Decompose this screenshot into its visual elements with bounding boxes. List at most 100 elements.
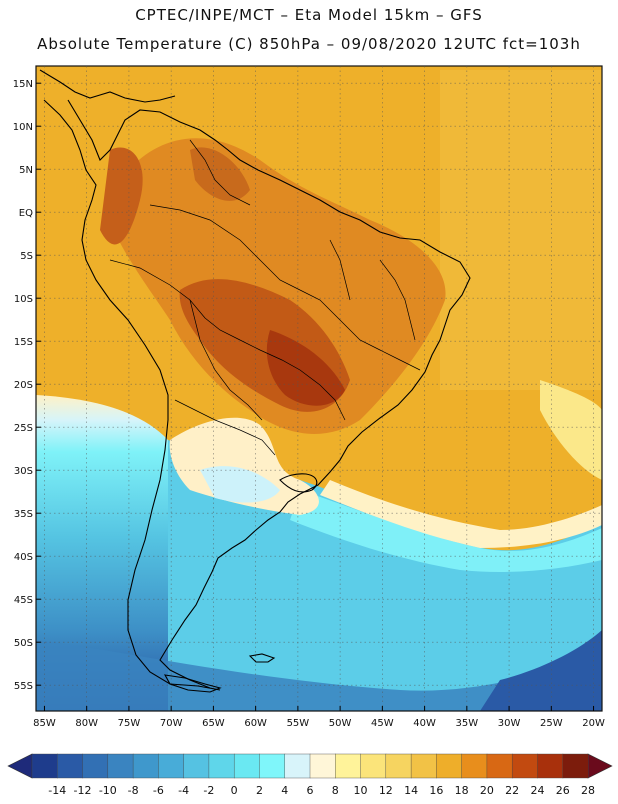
colorbar-label: 22 <box>505 784 519 797</box>
colorbar-swatch <box>436 753 463 779</box>
lat-label: 30S <box>14 466 33 477</box>
border-1 <box>149 204 301 291</box>
colorbar-label: 4 <box>281 784 288 797</box>
atlantic-pale-band <box>320 480 602 548</box>
colorbar-swatch <box>410 753 437 779</box>
colorbar-label: 18 <box>455 784 469 797</box>
lon-label: 50W <box>329 718 352 729</box>
colorbar-label: 8 <box>332 784 339 797</box>
colorbar-label: -8 <box>128 784 139 797</box>
colorbar-swatch <box>385 753 412 779</box>
colorbar-swatch <box>107 753 134 779</box>
colorbar-swatch <box>208 753 235 779</box>
colorbar-swatch <box>158 753 185 779</box>
colorbar <box>7 753 613 779</box>
lon-label: 60W <box>244 718 267 729</box>
border-6 <box>299 289 421 371</box>
border-8 <box>379 259 416 341</box>
country-borders <box>109 139 421 456</box>
lat-label: 15N <box>13 79 33 90</box>
lat-label: 20S <box>14 380 33 391</box>
colorbar-swatch <box>82 753 109 779</box>
lon-label: 75W <box>118 718 141 729</box>
argentina-light-blue <box>200 466 280 503</box>
coastlines <box>39 69 471 693</box>
lat-label: 5S <box>20 251 33 262</box>
colorbar-label: -2 <box>203 784 214 797</box>
border-9 <box>189 139 251 206</box>
colorbar-arrow-low <box>7 753 33 779</box>
lon-label: 25W <box>540 718 563 729</box>
colorbar-swatch <box>511 753 538 779</box>
colorbar-label: 12 <box>379 784 393 797</box>
southeast-deepest <box>480 630 602 711</box>
lon-label: 40W <box>413 718 436 729</box>
lon-label: 55W <box>287 718 310 729</box>
colorbar-swatch <box>284 753 311 779</box>
title-line-1: CPTEC/INPE/MCT – Eta Model 15km – GFS <box>135 6 483 24</box>
colorbar-swatch <box>562 753 589 779</box>
colorbar-label: 14 <box>404 784 418 797</box>
colorbar-swatch <box>461 753 488 779</box>
colorbar-label: -10 <box>99 784 117 797</box>
colorbar-label: -12 <box>74 784 92 797</box>
lon-label: 30W <box>498 718 521 729</box>
caribbean-coastline <box>39 69 176 103</box>
lat-label: 5N <box>19 165 33 176</box>
colorbar-label: 24 <box>530 784 544 797</box>
colorbar-swatch <box>537 753 564 779</box>
colorbar-swatch <box>309 753 336 779</box>
colorbar-swatch <box>31 753 58 779</box>
lat-label: 55S <box>14 681 33 692</box>
colorbar-swatch <box>486 753 513 779</box>
colorbar-label: 10 <box>354 784 368 797</box>
argentina-cool-tongue <box>169 417 319 515</box>
lat-label: EQ <box>19 208 33 219</box>
colorbar-swatch <box>335 753 362 779</box>
lat-label: 15S <box>14 337 33 348</box>
latitude-labels: 15N 10N 5N EQ 5S 10S 15S 20S 25S 30S 35S 40S 45S 50S 5… <box>13 79 41 692</box>
lat-label: 10N <box>13 122 33 133</box>
colorbar-label: -14 <box>48 784 66 797</box>
colorbar-label: 0 <box>231 784 238 797</box>
border-5 <box>174 399 276 456</box>
map-panel: 15N 10N 5N EQ 5S 10S 15S 20S 25S 30S 35S 40S 45S 50S 5… <box>0 60 618 800</box>
colorbar-label: 6 <box>307 784 314 797</box>
tierra-del-fuego <box>163 674 222 693</box>
colorbar-swatch <box>259 753 286 779</box>
border-7 <box>329 239 351 301</box>
colorbar-swatch <box>360 753 387 779</box>
colorbar-swatch <box>233 753 260 779</box>
colorbar-label: 2 <box>256 784 263 797</box>
map-frame <box>35 65 603 712</box>
pacific-cool-field <box>36 395 172 711</box>
colorbar-swatch <box>57 753 84 779</box>
border-3 <box>189 299 263 421</box>
andes-hot-ridge <box>100 147 143 245</box>
lat-label: 40S <box>14 552 33 563</box>
lon-label: 70W <box>160 718 183 729</box>
colorbar-swatch <box>183 753 210 779</box>
south-deep-cool <box>36 640 602 711</box>
lon-label: 35W <box>456 718 479 729</box>
colorbar-label: 16 <box>429 784 443 797</box>
atlantic-yellow-patch <box>540 380 602 480</box>
lat-label: 25S <box>14 423 33 434</box>
lon-label: 65W <box>202 718 225 729</box>
colorbar-labels: -14 -12 -10 -8 -6 -4 -2 0 2 4 6 8 10 12 14 16 18 20 22 24 26… <box>48 784 595 797</box>
lon-label: 20W <box>582 718 605 729</box>
south-america-coastline <box>43 99 471 691</box>
lat-label: 10S <box>14 294 33 305</box>
lat-label: 45S <box>14 595 33 606</box>
colorbar-label: 26 <box>556 784 570 797</box>
lon-label: 85W <box>33 718 56 729</box>
lon-label: 45W <box>371 718 394 729</box>
colorbar-label: -6 <box>153 784 164 797</box>
atlantic-warm-field <box>440 70 602 390</box>
lon-label: 80W <box>75 718 98 729</box>
title-line-2: Absolute Temperature (C) 850hPa – 09/08/… <box>37 35 581 53</box>
colorbar-label: 20 <box>480 784 494 797</box>
falklands <box>248 653 276 663</box>
lat-label: 35S <box>14 509 33 520</box>
lat-label: 50S <box>14 638 33 649</box>
